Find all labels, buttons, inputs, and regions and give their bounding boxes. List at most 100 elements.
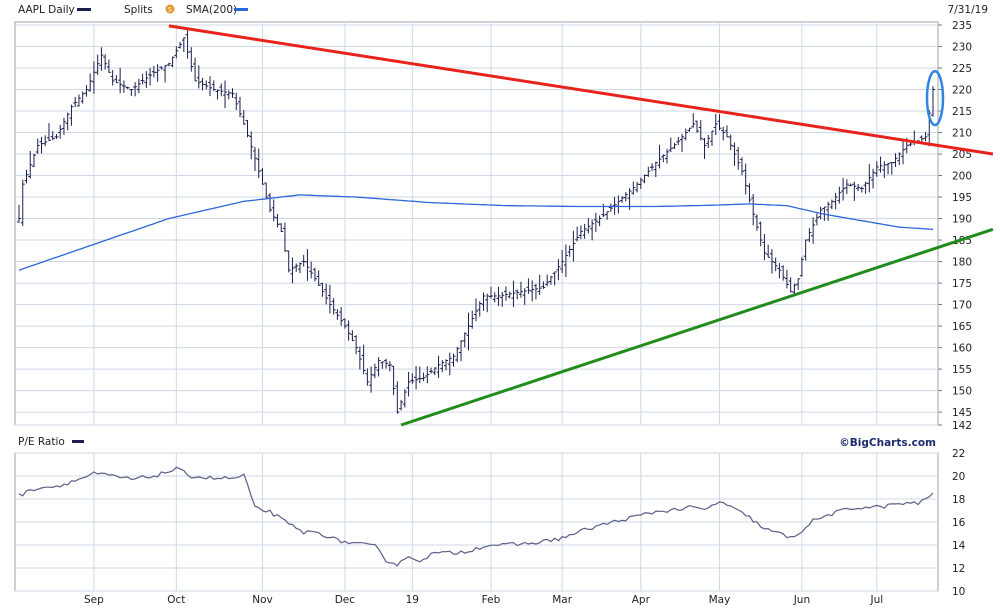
price-bar: [766, 244, 771, 258]
price-bar: [230, 88, 235, 98]
price-bar: [290, 257, 295, 284]
price-bar: [713, 113, 718, 136]
price-bar: [874, 161, 879, 177]
price-bar: [571, 230, 576, 262]
price-bar: [784, 269, 789, 289]
price-y-tick-label: 150: [952, 386, 972, 398]
price-bar: [829, 199, 834, 210]
price-y-tick-label: 235: [952, 20, 972, 32]
pe-y-tick-label: 10: [952, 586, 965, 598]
price-bar: [312, 267, 317, 282]
price-bar: [226, 90, 231, 100]
pe-y-tick-label: 22: [952, 448, 965, 460]
price-bar: [837, 186, 842, 204]
price-bar: [402, 389, 407, 408]
price-bar: [687, 127, 692, 132]
price-bar: [724, 125, 729, 138]
price-bar: [282, 222, 287, 252]
pe-y-axis: 10 12 14 16 18 20 22: [952, 448, 966, 598]
price-bar: [796, 278, 801, 290]
price-bar: [462, 332, 467, 348]
price-bar: [893, 153, 898, 167]
breakout-highlight-ellipse: [925, 69, 945, 127]
x-tick-label: Mar: [552, 594, 572, 606]
price-bar: [91, 61, 96, 94]
price-bar: [35, 138, 40, 154]
price-y-axis: 1421451501551601651701751801851901952002…: [938, 20, 972, 432]
price-bar: [24, 169, 29, 184]
price-bar: [515, 289, 520, 300]
x-tick-label: Jul: [869, 594, 883, 606]
price-bar: [620, 196, 625, 203]
price-bar: [844, 179, 849, 195]
splits-label: Splits: [124, 4, 153, 16]
price-bar: [769, 249, 774, 274]
price-bar: [631, 181, 636, 195]
price-bar: [762, 234, 767, 261]
price-bar: [481, 292, 486, 311]
price-bar: [286, 250, 291, 273]
symbol-legend-swatch: [77, 8, 91, 11]
pe-grid: [15, 452, 938, 592]
price-bar: [39, 136, 44, 154]
price-bar: [541, 281, 546, 289]
price-bar: [803, 239, 808, 261]
price-bar: [346, 320, 351, 341]
price-bar: [661, 154, 666, 163]
price-y-tick-label: 145: [952, 407, 972, 419]
price-bar: [814, 213, 819, 226]
price-bar: [672, 142, 677, 149]
price-grid: [15, 22, 938, 426]
pe-y-tick-label: 20: [952, 471, 965, 483]
price-bar: [635, 181, 640, 193]
price-bar: [556, 259, 561, 281]
price-bar: [537, 274, 542, 296]
price-bar: [106, 59, 111, 73]
price-bar: [324, 283, 329, 305]
price-bar: [380, 361, 385, 369]
price-bar: [773, 257, 778, 272]
x-tick-label: Oct: [167, 594, 185, 606]
x-tick-label: Feb: [482, 594, 501, 606]
price-bar: [799, 256, 804, 277]
price-bar: [882, 161, 887, 178]
price-bar: [189, 47, 194, 72]
price-bar: [43, 135, 48, 147]
price-bar: [575, 226, 580, 242]
price-bar: [238, 96, 243, 118]
price-bar: [372, 363, 377, 379]
price-bar: [739, 157, 744, 176]
x-tick-label: 19: [406, 594, 419, 606]
price-bar: [174, 46, 179, 59]
price-bar: [163, 64, 168, 83]
price-bar: [597, 215, 602, 227]
price-bar: [578, 225, 583, 240]
x-tick-label: Sep: [84, 594, 104, 606]
price-bar: [129, 89, 134, 97]
x-tick-label: Apr: [632, 594, 651, 606]
price-bar: [871, 168, 876, 189]
price-bar: [552, 271, 557, 286]
price-bar: [155, 64, 160, 82]
price-y-tick-label: 205: [952, 149, 972, 161]
price-bar: [103, 54, 108, 70]
price-bar: [590, 219, 595, 241]
price-bar: [260, 168, 265, 185]
price-bar: [503, 286, 508, 301]
price-bar: [327, 284, 332, 314]
price-bar: [496, 286, 501, 306]
price-bar: [414, 366, 419, 390]
price-bar: [339, 307, 344, 326]
price-bar: [170, 56, 175, 68]
price-bar: [365, 368, 370, 386]
price-bar: [20, 179, 25, 227]
price-bar: [211, 80, 216, 91]
price-bar: [181, 37, 186, 53]
price-y-tick-label: 165: [952, 321, 972, 333]
sma-legend-swatch: [234, 8, 248, 11]
price-bar: [518, 281, 523, 298]
price-bar: [384, 358, 389, 369]
price-bar: [668, 137, 673, 153]
price-bars: [17, 29, 935, 414]
